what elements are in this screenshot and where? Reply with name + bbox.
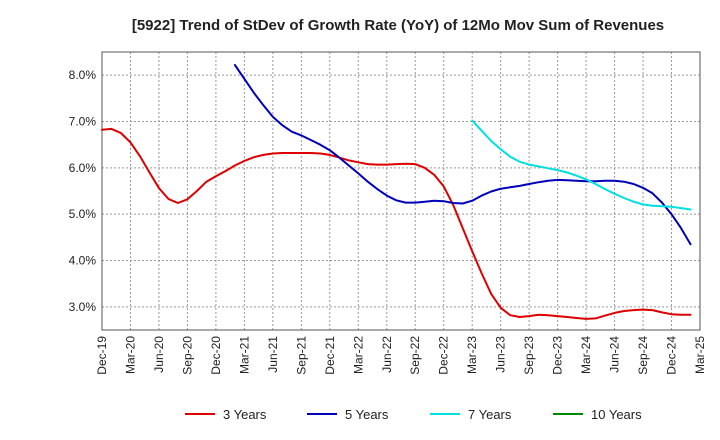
x-tick-label: Mar-20 [123,336,137,374]
x-tick-label: Sep-23 [522,336,536,375]
series-line-3-years [101,127,692,320]
y-tick-label: 4.0% [69,254,97,268]
y-tick-label: 3.0% [69,300,97,314]
y-tick-label: 6.0% [69,161,97,175]
x-tick-label: Sep-24 [636,336,650,375]
x-tick-label: Dec-24 [665,336,679,375]
legend-label: 5 Years [345,407,389,422]
x-tick-label: Mar-21 [237,336,251,374]
y-tick-label: 8.0% [69,68,97,82]
x-tick-label: Mar-25 [693,336,707,374]
x-axis: Dec-19 Mar-20 Jun-20 Sep-20 Dec-20 Mar-21 Jun-… [95,336,707,375]
legend: 3 Years 5 Years 7 Years 10 Years [185,407,642,422]
x-tick-label: Mar-23 [465,336,479,374]
x-tick-label: Dec-22 [437,336,451,375]
y-tick-label: 5.0% [69,207,97,221]
x-tick-label: Dec-23 [551,336,565,375]
series-line-5-years [233,64,692,246]
legend-label: 7 Years [468,407,512,422]
x-tick-label: Dec-19 [95,336,109,375]
series-line-7-years [471,119,692,211]
x-tick-label: Dec-20 [209,336,223,375]
x-tick-label: Sep-21 [294,336,308,375]
x-tick-label: Jun-21 [266,336,280,373]
x-tick-label: Jun-22 [380,336,394,373]
x-tick-label: Jun-24 [608,336,622,373]
legend-label: 10 Years [591,407,642,422]
y-axis: 3.0% 4.0% 5.0% 6.0% 7.0% 8.0% [69,68,97,314]
x-tick-label: Jun-20 [152,336,166,373]
legend-label: 3 Years [223,407,267,422]
plot-area-border [101,51,701,331]
series-lines [101,64,692,320]
x-tick-label: Dec-21 [323,336,337,375]
x-tick-label: Sep-20 [180,336,194,375]
x-tick-label: Mar-22 [351,336,365,374]
chart-title: [5922] Trend of StDev of Growth Rate (Yo… [132,17,664,34]
x-tick-label: Jun-23 [494,336,508,373]
x-tick-label: Sep-22 [408,336,422,375]
x-tick-label: Mar-24 [579,336,593,374]
y-tick-label: 7.0% [69,115,97,129]
